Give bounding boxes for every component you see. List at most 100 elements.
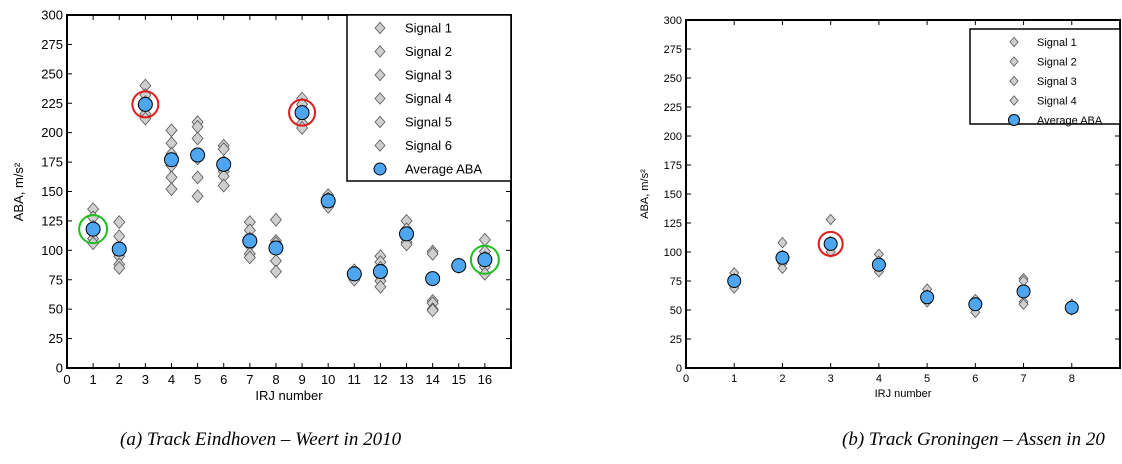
y-tick-label: 50	[670, 305, 682, 317]
y-tick-label: 25	[49, 331, 63, 346]
signal-marker	[191, 189, 204, 204]
average-marker	[294, 105, 310, 121]
average-marker	[823, 236, 838, 251]
signal-marker	[191, 170, 204, 185]
x-tick-label: 3	[828, 373, 834, 385]
x-tick-label: 0	[683, 373, 689, 385]
signal-marker	[777, 236, 788, 249]
x-tick-label: 10	[321, 372, 335, 387]
x-tick-label: 4	[168, 372, 175, 387]
average-marker	[137, 96, 153, 112]
x-tick-label: 6	[220, 372, 227, 387]
x-tick-label: 5	[194, 372, 201, 387]
average-marker	[216, 156, 232, 172]
average-marker	[727, 274, 742, 288]
y-axis-label: ABA, m/s²	[11, 162, 26, 221]
legend-average-marker	[1007, 113, 1021, 127]
average-marker	[477, 252, 493, 268]
signal-marker	[970, 306, 981, 319]
legend-entry: Signal 4	[1037, 95, 1077, 107]
y-tick-label: 150	[41, 184, 63, 199]
average-marker	[1064, 300, 1079, 315]
y-tick-label: 250	[41, 66, 63, 81]
x-tick-label: 7	[246, 372, 253, 387]
legend-signal-marker	[1009, 95, 1019, 106]
x-tick-label: 1	[90, 372, 97, 387]
x-tick-label: 3	[142, 372, 149, 387]
signal-marker	[113, 261, 126, 275]
y-axis-label: ABA, m/s²	[639, 169, 651, 219]
legend-entry: Signal 1	[405, 21, 452, 36]
average-marker	[920, 290, 935, 305]
legend-signal-marker	[374, 139, 386, 152]
y-tick-label: 0	[56, 361, 63, 376]
caption-b: (b) Track Groningen – Assen in 20	[842, 429, 1105, 450]
signal-marker	[217, 178, 230, 193]
legend-entry: Average ABA	[405, 162, 482, 177]
signal-marker	[269, 212, 282, 227]
signal-marker	[374, 279, 387, 294]
signal-marker	[1018, 298, 1029, 310]
y-tick-label: 225	[41, 96, 63, 111]
y-tick-label: 175	[664, 160, 682, 172]
y-tick-label: 225	[664, 102, 682, 114]
x-tick-label: 2	[779, 373, 785, 385]
legend-signal-marker	[374, 115, 386, 129]
x-tick-label: 11	[348, 372, 362, 387]
y-tick-label: 0	[676, 363, 682, 375]
average-marker	[399, 226, 415, 242]
signal-marker	[426, 303, 439, 318]
legend-box	[346, 14, 512, 182]
average-marker	[1016, 284, 1031, 299]
legend-entry: Signal 2	[1037, 56, 1077, 68]
x-axis-label: IRJ number	[875, 388, 932, 400]
average-marker	[968, 297, 983, 312]
y-tick-label: 25	[670, 334, 682, 346]
y-tick-label: 100	[664, 247, 682, 259]
y-tick-label: 300	[664, 15, 682, 27]
average-marker	[85, 221, 101, 237]
y-tick-label: 175	[41, 155, 63, 170]
average-marker	[111, 241, 127, 257]
signal-marker	[113, 215, 126, 230]
x-tick-label: 8	[1069, 373, 1075, 385]
signal-marker	[777, 262, 788, 275]
legend-entry: Signal 4	[405, 91, 452, 106]
legend-signal-marker	[1009, 75, 1019, 87]
average-marker	[320, 193, 336, 209]
legend-signal-marker	[1009, 56, 1019, 67]
average-marker	[242, 233, 258, 249]
average-marker	[163, 152, 179, 168]
signal-marker	[243, 250, 256, 265]
signal-marker	[191, 131, 204, 146]
y-tick-label: 75	[49, 272, 63, 287]
x-tick-label: 12	[373, 372, 387, 387]
highlight-red-circle	[288, 98, 317, 127]
legend-entry: Signal 3	[405, 68, 452, 83]
x-tick-label: 1	[731, 373, 737, 385]
x-tick-label: 9	[298, 372, 305, 387]
average-marker	[190, 147, 206, 163]
signal-marker	[825, 213, 836, 226]
x-tick-label: 6	[972, 373, 978, 385]
y-tick-label: 125	[664, 218, 682, 230]
average-marker	[451, 258, 467, 274]
legend-entry: Signal 6	[405, 138, 452, 153]
highlight-green-circle	[78, 214, 109, 245]
x-tick-label: 13	[399, 372, 413, 387]
x-tick-label: 0	[63, 372, 70, 387]
signal-marker	[269, 264, 282, 279]
average-marker	[346, 266, 362, 282]
legend-signal-marker	[374, 68, 386, 82]
x-tick-label: 4	[876, 373, 882, 385]
average-marker	[268, 240, 284, 256]
average-marker	[425, 271, 441, 287]
chart-b: 0 25 50 75 100 125 150 175 200 225 250 275 300 0 1 2 3 4 5…	[639, 15, 1121, 400]
legend-entry: Signal 3	[1037, 76, 1077, 88]
caption-a: (a) Track Eindhoven – Weert in 2010	[120, 429, 402, 450]
y-tick-label: 150	[664, 189, 682, 201]
x-tick-label: 7	[1020, 373, 1026, 385]
legend-entry: Signal 1	[1037, 37, 1077, 49]
legend-signal-marker	[374, 21, 386, 35]
